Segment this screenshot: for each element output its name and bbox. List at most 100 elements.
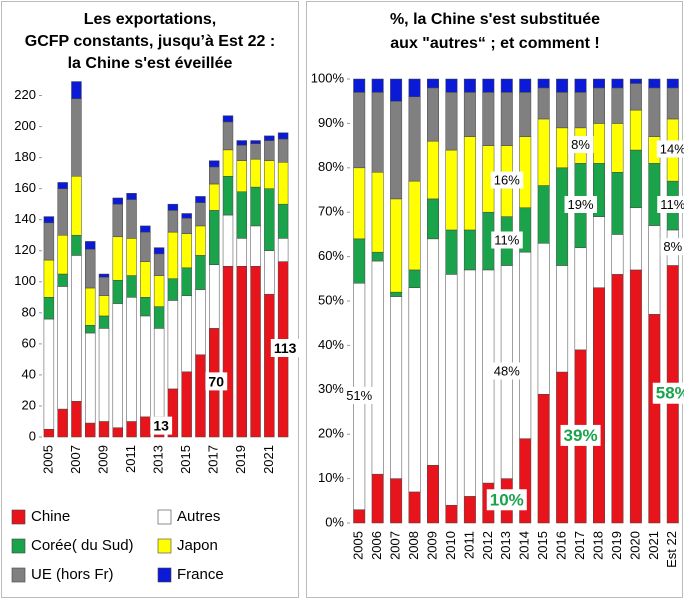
x-tick-label: 2013 (498, 531, 513, 560)
y-tick-label: 0% (325, 514, 344, 529)
bar-segment (181, 267, 192, 297)
bar-segment (537, 118, 550, 186)
x-tick-label: 2009 (424, 531, 439, 560)
bar-segment (209, 264, 220, 329)
bar-segment (537, 393, 550, 524)
bar-segment (353, 238, 366, 284)
bar-segment (71, 81, 82, 99)
bar-segment (648, 163, 661, 226)
bar-segment (264, 188, 275, 251)
bar-segment (445, 274, 458, 506)
value-label-box (560, 424, 601, 446)
bar-segment (153, 328, 165, 418)
bar-segment (112, 303, 123, 428)
x-tick-label: 2019 (233, 445, 248, 474)
legend-swatch (11, 538, 26, 554)
bar-segment (556, 167, 569, 266)
bar-segment (126, 199, 137, 239)
bar-segment (57, 182, 68, 189)
legend-label: UE (hors Fr) (31, 566, 114, 583)
bar-segment (593, 87, 605, 124)
bar-segment (236, 160, 247, 193)
x-tick-label: 2007 (388, 531, 403, 560)
value-label-box (660, 238, 684, 256)
value-label: 48% (494, 363, 520, 378)
legend-swatch (157, 538, 172, 554)
x-tick-label: 2021 (646, 531, 661, 560)
legend-label: Autres (177, 508, 220, 525)
y-tick-label: 30% (318, 381, 344, 396)
bar-segment (250, 225, 261, 267)
legend-label: Chine (31, 508, 70, 525)
chart-title: GCFP constants, jusqu’à Est 22 : (25, 33, 275, 50)
value-label: 39% (564, 426, 598, 445)
bar-segment (556, 265, 569, 373)
bar-segment (112, 236, 123, 281)
value-label-box (657, 195, 684, 213)
bar-segment (209, 210, 220, 265)
bar-segment (353, 509, 366, 524)
bar-segment (167, 300, 179, 390)
bar-segment (371, 251, 384, 262)
bar-segment (140, 315, 151, 418)
bar-segment (167, 203, 179, 211)
bar-segment (57, 234, 68, 275)
x-tick-label: 2015 (535, 531, 550, 560)
bar-segment (371, 92, 384, 173)
bar-segment (445, 92, 458, 151)
bar-segment (593, 287, 605, 524)
bar-segment (57, 286, 68, 410)
bar-segment (353, 92, 366, 169)
bar-segment (126, 297, 137, 422)
bar-segment (537, 78, 550, 89)
value-label: 13 (153, 418, 169, 434)
value-label-box (652, 382, 684, 404)
bar-segment (43, 428, 55, 438)
bar-segment (236, 140, 247, 146)
value-label-box (205, 372, 228, 391)
bar-segment (593, 123, 605, 164)
bar-segment (371, 260, 384, 475)
bar-segment (181, 217, 192, 234)
y-tick-label: 120 (14, 242, 36, 257)
bar-segment (98, 295, 110, 317)
bar-segment (167, 231, 179, 279)
bar-segment (195, 202, 206, 227)
bar-segment (43, 318, 55, 430)
value-label-box (568, 136, 594, 154)
bar-segment (611, 123, 624, 173)
value-label-box (491, 231, 523, 249)
bar-segment (629, 149, 642, 209)
x-tick-label: 2014 (517, 531, 532, 560)
y-tick-label: 50% (318, 292, 344, 307)
legend-swatch (157, 567, 172, 583)
bar-segment (195, 354, 206, 438)
bar-segment (140, 297, 151, 317)
bar-segment (153, 275, 165, 307)
bar-segment (236, 144, 247, 161)
bar-segment (648, 225, 661, 315)
bar-segment (222, 214, 234, 267)
bar-segment (519, 78, 532, 93)
bar-segment (222, 115, 234, 123)
bar-segment (277, 203, 289, 239)
bar-segment (629, 78, 642, 84)
bar-segment (71, 255, 82, 402)
value-label: 11% (494, 232, 519, 247)
bar-segment (250, 266, 261, 438)
bar-segment (445, 78, 458, 93)
bar-segment (222, 175, 234, 216)
bar-segment (126, 421, 137, 438)
bar-segment (98, 273, 110, 278)
value-label-box (490, 171, 524, 189)
y-tick-label: 80% (318, 159, 344, 174)
bar-segment (167, 210, 179, 233)
bar-segment (264, 293, 275, 438)
x-tick-label: 2013 (151, 445, 166, 474)
bar-segment (126, 193, 137, 200)
x-tick-label: 2018 (590, 531, 605, 560)
bar-segment (537, 185, 550, 244)
y-tick-label: 90% (318, 115, 344, 130)
bar-segment (463, 136, 476, 231)
bar-segment (611, 87, 624, 124)
